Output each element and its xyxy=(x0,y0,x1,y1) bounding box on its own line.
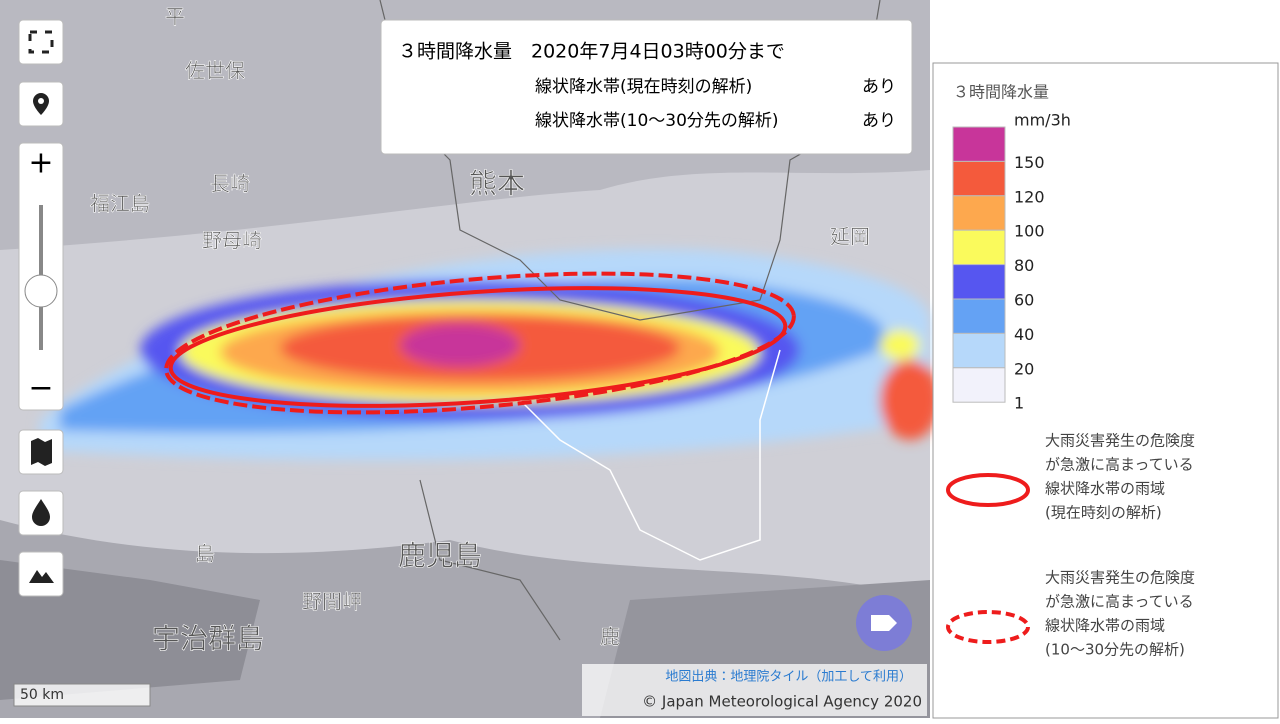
place-label: 平 xyxy=(165,5,185,29)
legend-solid-ellipse xyxy=(946,473,1030,507)
zoom-out[interactable]: − xyxy=(28,371,53,406)
credits-box xyxy=(582,664,927,716)
legend-title: ３時間降水量 xyxy=(953,83,1049,102)
drop-icon xyxy=(32,499,50,526)
legend-item-text: 線状降水帯の雨域 xyxy=(1045,480,1165,498)
legend-level-label: 20 xyxy=(1014,359,1034,378)
legend-swatch xyxy=(952,332,1006,369)
tag-icon xyxy=(871,615,897,631)
legend-level-label: 1 xyxy=(1014,394,1024,413)
place-label: 長崎 xyxy=(210,172,250,196)
legend-item-text: 大雨災害発生の危険度 xyxy=(1045,432,1195,450)
legend-swatch xyxy=(952,264,1006,300)
map-icon xyxy=(31,438,52,466)
info-box: ３時間降水量 2020年7月4日03時00分まで 線状降水帯(現在時刻の解析) … xyxy=(380,19,913,155)
legend-swatch xyxy=(952,367,1006,403)
fullscreen-icon xyxy=(28,30,54,54)
zoom-in[interactable]: + xyxy=(28,146,53,181)
legend-level-label: 150 xyxy=(1014,153,1045,172)
legend-item-text: (現在時刻の解析) xyxy=(1045,504,1162,522)
scale-bar xyxy=(13,683,151,707)
legend-scale: 150 120 100 80 60 40 20 1 xyxy=(952,126,1045,413)
info-value: あり xyxy=(862,77,896,97)
legend-swatch xyxy=(952,195,1006,231)
scale-label: 50 km xyxy=(20,687,64,703)
legend-swatch xyxy=(952,126,1006,162)
info-label: 線状降水帯(現在時刻の解析) xyxy=(535,77,752,97)
legend-level-label: 60 xyxy=(1014,291,1034,310)
credit-link[interactable]: 地図出典：地理院タイル（加工して利用） xyxy=(665,670,912,685)
place-label: 熊本 xyxy=(469,167,525,200)
legend-item-text: が急激に高まっている xyxy=(1045,593,1194,611)
place-label: 福江島 xyxy=(90,192,150,216)
info-title: ３時間降水量 2020年7月4日03時00分まで xyxy=(398,41,785,63)
place-label: 佐世保 xyxy=(185,59,245,83)
legend-dashed-ellipse xyxy=(946,610,1030,644)
place-label: 延岡 xyxy=(830,225,870,249)
place-label: 野間岬 xyxy=(302,590,362,614)
legend-level-label: 100 xyxy=(1014,222,1045,241)
info-value: あり xyxy=(862,111,896,131)
legend-item-text: 大雨災害発生の危険度 xyxy=(1045,569,1195,587)
credit: © Japan Meteorological Agency 2020 xyxy=(642,693,922,711)
legend-level-label: 120 xyxy=(1014,187,1045,206)
legend-swatch xyxy=(952,298,1006,334)
legend-item-text: (10～30分先の解析) xyxy=(1045,641,1185,659)
legend-level-label: 40 xyxy=(1014,325,1034,344)
terrain-button[interactable] xyxy=(18,551,64,597)
place-label: 鹿児島 xyxy=(398,539,482,572)
place-label: 島 xyxy=(195,542,215,566)
legend-level-label: 80 xyxy=(1014,256,1034,275)
zoom-handle[interactable] xyxy=(24,274,58,308)
legend-swatch xyxy=(952,160,1006,197)
pin-icon xyxy=(38,98,44,104)
place-label: 野母崎 xyxy=(202,229,262,253)
legend-item-text: が急激に高まっている xyxy=(1045,456,1194,474)
fullscreen-button[interactable] xyxy=(18,19,64,65)
legend-swatch xyxy=(952,229,1006,266)
place-label: 鹿 xyxy=(600,625,620,649)
mountain-icon xyxy=(29,570,54,583)
legend-item-text: 線状降水帯の雨域 xyxy=(1045,617,1165,635)
place-label: 宇治群島 xyxy=(152,622,264,655)
info-label: 線状降水帯(10～30分先の解析) xyxy=(535,111,779,131)
legend-unit: mm/3h xyxy=(1014,111,1071,130)
